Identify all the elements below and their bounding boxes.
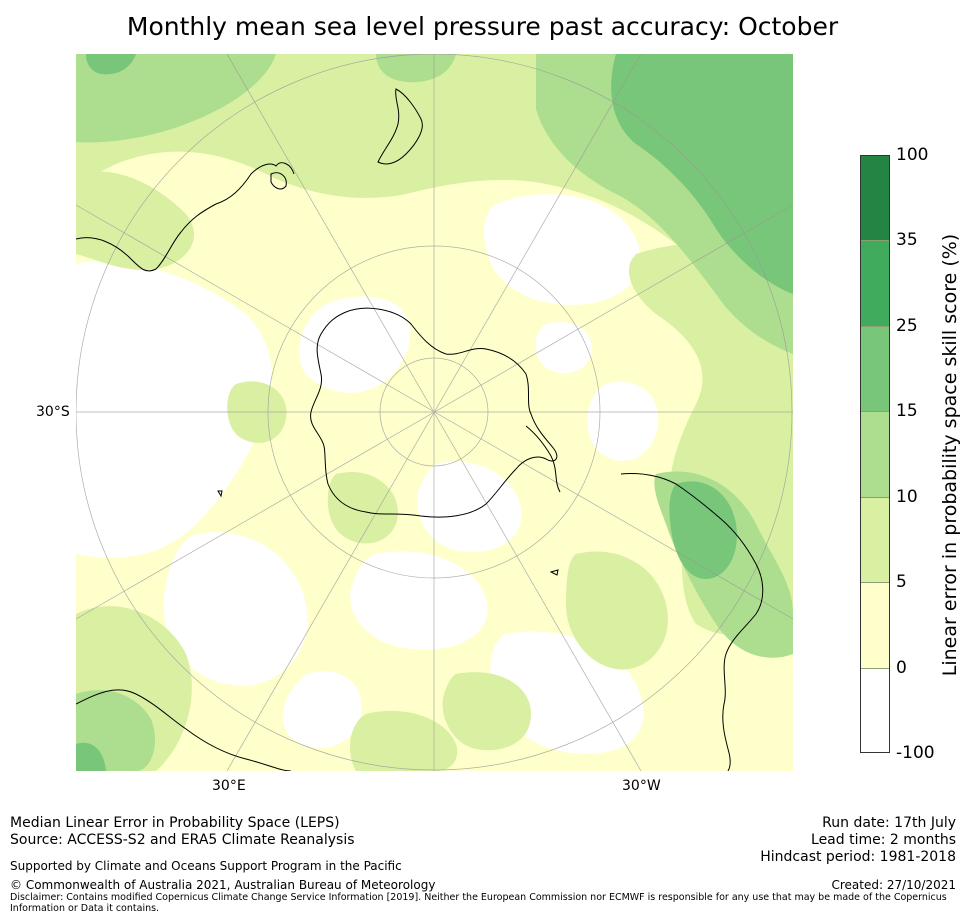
south-georgia [549, 569, 559, 576]
new-zealand-coast [377, 88, 423, 165]
lon-label-30e: 30°E [212, 778, 246, 794]
colorbar-tick-label: 15 [896, 401, 918, 422]
colorbar-tick-label: 0 [896, 657, 907, 678]
footer-copyright: © Commonwealth of Australia 2021, Austra… [10, 878, 436, 892]
footer-hindcast: Hindcast period: 1981-2018 [760, 849, 956, 865]
footer-lead-time: Lead time: 2 months [811, 832, 956, 848]
kerguelen [217, 490, 223, 498]
footer-source: Source: ACCESS-S2 and ERA5 Climate Reana… [10, 832, 355, 848]
map-title: Monthly mean sea level pressure past acc… [126, 12, 839, 41]
colorbar-bin [861, 668, 889, 752]
lon-label-30w: 30°W [622, 778, 661, 794]
colorbar-bin [861, 241, 889, 327]
colorbar-tick-label: 35 [896, 230, 918, 251]
footer-created: Created: 27/10/2021 [831, 878, 956, 892]
colorbar [860, 155, 890, 753]
skill-map [76, 54, 793, 771]
coastlines [76, 88, 764, 771]
colorbar-tick-label: 100 [896, 145, 929, 165]
colorbar-tick-label: 10 [896, 486, 918, 507]
footer-supported: Supported by Climate and Oceans Support … [10, 859, 402, 873]
colorbar-bin [861, 497, 889, 584]
colorbar-tick-label: 25 [896, 315, 918, 336]
lat-label-30s: 30°S [36, 404, 70, 420]
colorbar-bin [861, 412, 889, 498]
south-america-coast [620, 473, 764, 771]
colorbar-bin [861, 326, 889, 413]
footer-disclaimer: Disclaimer: Contains modified Copernicus… [10, 892, 947, 914]
polar-map-svg [76, 54, 793, 771]
africa-coast [76, 689, 292, 771]
australia-coast [76, 162, 295, 272]
antarctica-coast [310, 307, 558, 518]
tasmania-coast [270, 172, 287, 190]
graticule [76, 54, 793, 771]
colorbar-tick-label: 5 [896, 572, 907, 593]
colorbar-tick-label: -100 [896, 743, 935, 763]
skill-15-25-regions [76, 54, 793, 771]
footer-run-date: Run date: 17th July [822, 815, 956, 831]
antarctic-peninsula-coast [525, 425, 561, 493]
colorbar-label: Linear error in probability space skill … [939, 233, 961, 677]
footer-leps: Median Linear Error in Probability Space… [10, 815, 340, 831]
colorbar-bin [861, 583, 889, 669]
colorbar-bin [861, 156, 889, 242]
